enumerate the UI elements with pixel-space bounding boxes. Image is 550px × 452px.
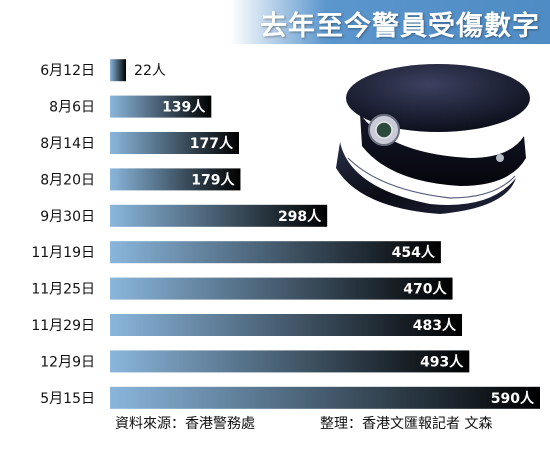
value-label: 454人	[392, 244, 436, 261]
value-label: 590人	[491, 390, 535, 407]
category-label: 11月19日	[31, 245, 95, 261]
value-label: 298人	[278, 208, 322, 225]
bar	[110, 386, 540, 409]
category-label: 11月25日	[31, 282, 95, 298]
bar	[110, 132, 239, 154]
source-note: 資料來源：香港警務處	[115, 416, 255, 432]
value-label: 483人	[413, 317, 457, 334]
category-label: 11月29日	[31, 318, 95, 334]
bar	[110, 95, 212, 118]
title-banner: 去年至今警員受傷數字	[230, 0, 550, 44]
category-label: 6月12日	[40, 63, 95, 79]
bar	[110, 314, 463, 336]
credit-note: 整理：香港文匯報記者 文森	[320, 416, 493, 432]
category-label: 9月30日	[40, 209, 95, 225]
category-label: 8月14日	[40, 136, 95, 152]
category-label: 8月6日	[49, 100, 95, 116]
value-label: 493人	[420, 353, 464, 370]
value-label: 179人	[191, 171, 235, 188]
bar	[110, 168, 241, 191]
chart-title: 去年至今警員受傷數字	[260, 11, 540, 42]
police-cap-icon	[336, 64, 530, 214]
bar	[110, 59, 127, 82]
bar	[110, 277, 453, 300]
bar	[110, 350, 470, 373]
category-label: 8月20日	[40, 172, 95, 188]
category-label: 5月15日	[40, 391, 95, 407]
value-label: 177人	[190, 135, 234, 152]
bar	[110, 241, 441, 264]
value-label: 470人	[403, 281, 447, 298]
category-label: 12月9日	[40, 354, 95, 370]
bar	[110, 204, 328, 227]
value-label: 139人	[162, 99, 206, 116]
value-label: 22人	[134, 63, 166, 79]
